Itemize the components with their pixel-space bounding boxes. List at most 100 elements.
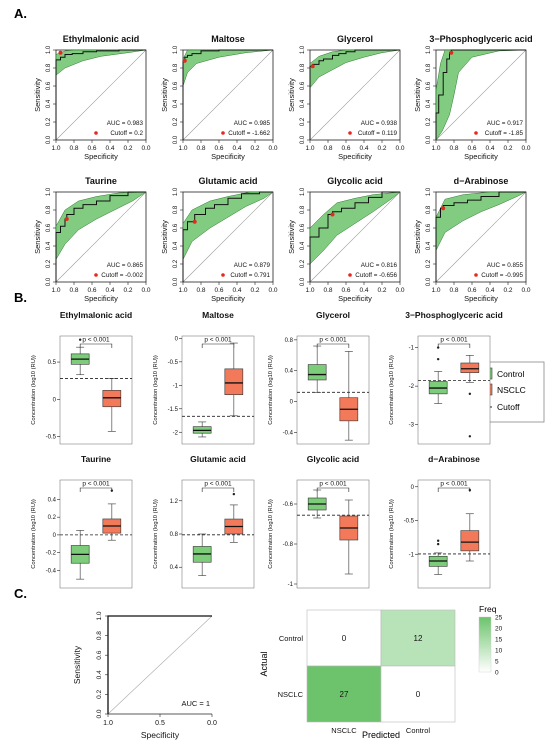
roc-xtick-label: 0.4: [485, 287, 494, 294]
roc-ytick-label: 0.8: [300, 63, 306, 72]
cm-scale-tick-label: 25: [495, 615, 503, 622]
outlier-point: [468, 435, 472, 438]
roc-cutoff-text: Cutoff = 0.119: [358, 130, 398, 137]
control-box: [307, 345, 327, 393]
roc-xtick-label: 0.8: [196, 145, 205, 152]
roc-ytick-label: 0.4: [300, 241, 306, 250]
box-frame: [181, 335, 255, 445]
roc-diagonal: [435, 191, 527, 283]
roc-cutoff-marker: [474, 273, 478, 277]
box-ytick-label: -3: [409, 423, 415, 429]
cm-scale-tick-label: 5: [495, 659, 499, 666]
roc-ytick-label: 0.0: [426, 135, 432, 144]
roc-title: Glycerol: [337, 34, 373, 44]
box-frame: [59, 335, 133, 445]
roc-xtick-label: 0.4: [232, 287, 241, 294]
roc-ytick-label: 0.8: [300, 205, 306, 214]
box-ylabel: Concentration (log10 (RU)): [31, 499, 37, 569]
roc-ytick-label: 0.4: [426, 99, 432, 108]
roc-ytick-label: 0.0: [300, 277, 306, 286]
roc-ytick-label: 0.6: [426, 81, 432, 90]
roc-xtick-label: 0.4: [485, 145, 494, 152]
box-ytick-label: 0: [175, 336, 179, 342]
roc-ytick-label: 0.8: [46, 63, 52, 72]
pvalue-label: p < 0.001: [440, 481, 468, 488]
roc-xtick-label: 0.6: [341, 145, 350, 152]
roc-final-ytick-label: 1.0: [96, 611, 103, 620]
box-ytick-label: 1.2: [170, 499, 179, 505]
box-title: d−Arabinose: [428, 454, 480, 464]
pvalue-label: p < 0.001: [82, 337, 110, 344]
box-ytick-label: 0: [53, 397, 57, 403]
box-ytick-label: -0.8: [283, 542, 294, 548]
roc-xlabel: Specificity: [211, 152, 245, 161]
roc-diagonal: [309, 191, 401, 283]
box-chart: Glutamic acid p < 0.001 0.4 0.8 1.2 Concentra…: [153, 454, 255, 589]
roc-auc-text: AUC = 0.816: [361, 262, 398, 269]
iqr-box: [224, 368, 244, 395]
roc-xtick-label: 1.0: [431, 145, 440, 152]
cm-color-scale: [478, 616, 492, 673]
roc-xlabel: Specificity: [464, 152, 498, 161]
nsclc-box: [102, 489, 122, 541]
box-ylabel: Concentration (log10 (RU)): [153, 499, 159, 569]
roc-confidence-band: [435, 191, 527, 282]
roc-cutoff-text: Cutoff = -1.662: [228, 130, 270, 137]
box-ytick-label: -0.5: [404, 519, 415, 525]
box-title: Ethylmalonic acid: [60, 310, 132, 320]
roc-xtick-label: 0.8: [323, 287, 332, 294]
box-ylabel: Concentration (log10 (RU)): [389, 499, 395, 569]
control-box: [192, 421, 212, 438]
roc-xtick-label: 0.8: [69, 145, 78, 152]
roc-final-ytick-label: 0.2: [96, 690, 103, 699]
roc-ytick-label: 1.0: [300, 45, 306, 54]
box-chart: 3−Phosphoglyceric acid p < 0.001 -3 -2 -1 Con…: [389, 310, 503, 445]
roc-cutoff-text: Cutoff = -1.85: [485, 130, 524, 137]
iqr-box: [102, 390, 122, 408]
pvalue-label: p < 0.001: [319, 337, 347, 344]
roc-xlabel: Specificity: [84, 294, 118, 303]
cm-cell-value: 12: [414, 634, 423, 643]
roc-ytick-label: 0.8: [426, 63, 432, 72]
box-ytick-label: -1: [173, 383, 179, 389]
roc-xtick-label: 0.6: [214, 145, 223, 152]
roc-chart: Maltose 0.0 0.2 0.4 0.6 0.8 1.0 1.0 0.8 0.6 0.4 0.2…: [160, 34, 278, 161]
roc-final-xtick-label: 1.0: [103, 720, 113, 727]
box-ytick-label: -0.6: [283, 502, 294, 508]
roc-ytick-label: 0.4: [300, 99, 306, 108]
outlier-point: [468, 488, 472, 492]
box-ytick-label: 0.4: [170, 565, 179, 571]
roc-curve: [435, 191, 526, 282]
box-ylabel: Concentration (log10 (RU)): [389, 355, 395, 425]
roc-chart-final: 0.0 0.2 0.4 0.6 0.8 1.0 1.0 0.5 0.0 Specificity Se…: [72, 611, 217, 740]
roc-xtick-label: 0.6: [87, 145, 96, 152]
control-box: [307, 489, 327, 519]
roc-xtick-label: 0.0: [521, 287, 530, 294]
roc-xtick-label: 0.0: [141, 145, 150, 152]
roc-title: Ethylmalonic acid: [63, 34, 140, 44]
box-chart: Taurine p < 0.001 -0.4 -0.2 0 0.2 0.4 Concentra…: [31, 454, 133, 589]
panel-label-b: B.: [14, 290, 27, 305]
roc-ytick-label: 0.2: [300, 259, 306, 268]
roc-diagonal: [435, 49, 527, 141]
cm-cell: [380, 609, 456, 667]
roc-chart: Taurine 0.0 0.2 0.4 0.6 0.8 1.0 1.0 0.8 0.6 0.4 0.2…: [33, 176, 151, 303]
cm-scale-tick-label: 0: [495, 670, 499, 677]
roc-xtick-label: 1.0: [305, 287, 314, 294]
box-ytick-label: 0: [290, 400, 294, 406]
outlier-point: [110, 489, 114, 492]
roc-xtick-label: 0.2: [377, 287, 386, 294]
roc-title: Maltose: [211, 34, 245, 44]
roc-xtick-label: 0.6: [467, 287, 476, 294]
nsclc-box: [339, 499, 359, 575]
significance-bracket: [437, 343, 471, 348]
roc-ytick-label: 0.4: [46, 99, 52, 108]
roc-xtick-label: 0.2: [503, 287, 512, 294]
box-frame: [59, 479, 133, 589]
roc-xtick-label: 0.6: [214, 287, 223, 294]
nsclc-box: [102, 378, 122, 432]
roc-chart: Glycolic acid 0.0 0.2 0.4 0.6 0.8 1.0 1.0 0.8 0.6…: [287, 176, 405, 303]
roc-ytick-label: 0.4: [173, 241, 179, 250]
box-ytick-label: -0.2: [46, 551, 57, 557]
roc-ytick-label: 0.0: [46, 277, 52, 286]
